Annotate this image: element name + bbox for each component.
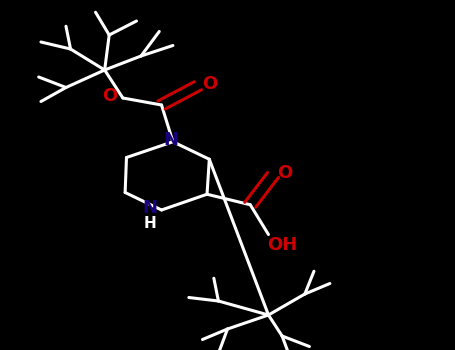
Text: N: N: [143, 199, 157, 217]
Text: O: O: [102, 87, 118, 105]
Text: OH: OH: [267, 236, 297, 254]
Text: O: O: [202, 75, 217, 93]
Text: O: O: [277, 164, 292, 182]
Text: N: N: [163, 131, 178, 149]
Text: H: H: [144, 216, 157, 231]
